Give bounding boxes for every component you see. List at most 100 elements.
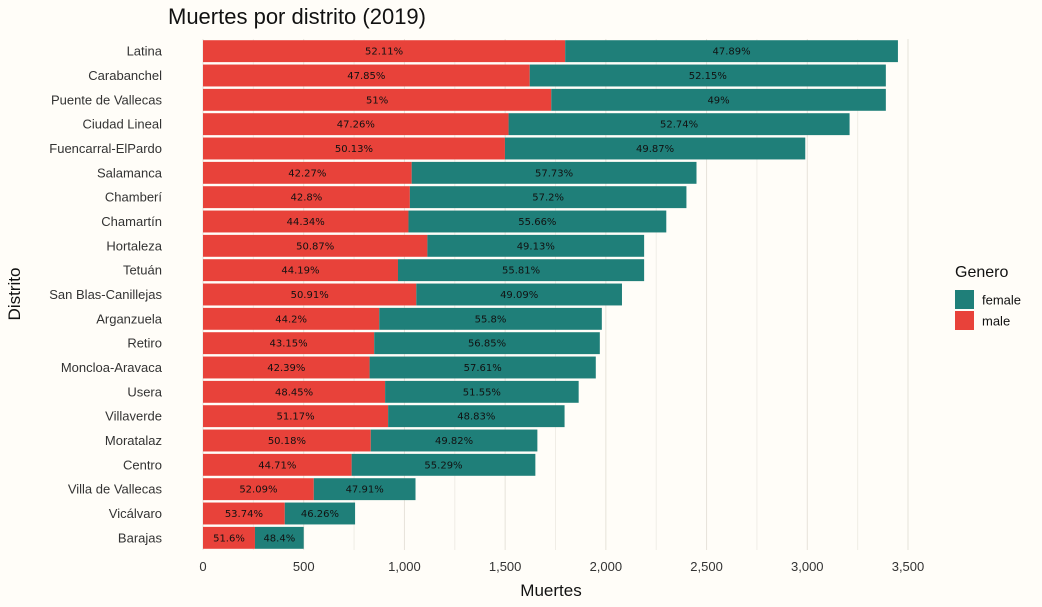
- bar-female: [529, 64, 886, 87]
- bar-female: [427, 234, 645, 257]
- category-label: San Blas-Canillejas: [49, 287, 162, 302]
- bar-female: [416, 283, 622, 306]
- category-label: Hortaleza: [106, 238, 162, 253]
- category-label: Villa de Vallecas: [68, 482, 163, 497]
- bar-label-male: 43.15%: [270, 339, 308, 350]
- bar-label-female: 52.74%: [660, 120, 698, 131]
- bar-female: [408, 210, 667, 233]
- bar-female: [313, 478, 416, 501]
- bar-label-male: 52.09%: [239, 485, 277, 496]
- bar-male: [203, 88, 552, 111]
- bar-label-male: 44.2%: [275, 314, 307, 325]
- category-label: Puente de Vallecas: [51, 92, 163, 107]
- bar-label-female: 47.91%: [346, 485, 384, 496]
- legend-title: Genero: [955, 264, 1008, 281]
- legend-swatch-male: [955, 311, 974, 330]
- bar-label-female: 49.09%: [500, 290, 538, 301]
- bar-label-female: 52.15%: [689, 71, 727, 82]
- bar-female: [385, 380, 579, 403]
- bar-female: [409, 186, 687, 209]
- bar-female: [397, 259, 645, 282]
- category-label: Salamanca: [97, 165, 163, 180]
- category-label: Centro: [123, 457, 162, 472]
- x-tick-label: 2,000: [590, 559, 623, 574]
- bar-female: [284, 502, 356, 525]
- bar-label-female: 49.82%: [435, 436, 473, 447]
- bar-male: [203, 259, 398, 282]
- x-tick-labels: 0 500 1,000 1,500 2,000 2,500 3,000 3,500: [199, 559, 924, 574]
- bar-male: [203, 283, 417, 306]
- bar-label-male: 44.34%: [287, 217, 325, 228]
- category-label: Villaverde: [105, 409, 162, 424]
- bar-label-male: 51.6%: [213, 533, 245, 544]
- bar-label-female: 51.55%: [463, 387, 501, 398]
- bar-label-male: 47.26%: [337, 120, 375, 131]
- legend-swatch-female: [955, 290, 974, 309]
- x-tick-label: 3,000: [791, 559, 824, 574]
- bar-male: [203, 64, 530, 87]
- bar-label-female: 48.83%: [457, 412, 495, 423]
- bar-female: [374, 332, 600, 355]
- bar-male: [203, 210, 409, 233]
- bar-label-female: 49%: [707, 95, 729, 106]
- bar-male: [203, 380, 386, 403]
- bar-label-male: 48.45%: [275, 387, 313, 398]
- x-axis-title: Muertes: [520, 581, 581, 600]
- category-label: Retiro: [127, 336, 162, 351]
- bar-male: [203, 502, 285, 525]
- category-label: Carabanchel: [88, 68, 162, 83]
- bar-female: [254, 526, 304, 549]
- x-tick-label: 1,500: [489, 559, 522, 574]
- bar-female: [379, 307, 602, 330]
- bar-male: [203, 526, 255, 549]
- bar-label-female: 55.81%: [502, 266, 540, 277]
- category-label: Moncloa-Aravaca: [61, 360, 163, 375]
- bar-label-female: 49.13%: [517, 241, 555, 252]
- bar-label-female: 48.4%: [263, 533, 295, 544]
- bar-male: [203, 137, 505, 160]
- bar-male: [203, 186, 410, 209]
- bar-label-female: 55.8%: [475, 314, 507, 325]
- chart-title: Muertes por distrito (2019): [168, 4, 426, 29]
- category-label: Fuencarral-ElPardo: [49, 141, 162, 156]
- bar-male: [203, 307, 380, 330]
- bar-male: [203, 478, 314, 501]
- x-tick-label: 3,500: [892, 559, 925, 574]
- bar-female: [565, 40, 898, 63]
- bar-female: [508, 113, 850, 136]
- bar-label-female: 57.73%: [535, 168, 573, 179]
- bar-label-male: 44.19%: [281, 266, 319, 277]
- bar-label-male: 50.18%: [268, 436, 306, 447]
- category-label: Chamberí: [105, 190, 162, 205]
- bar-label-male: 47.85%: [347, 71, 385, 82]
- bar-label-male: 50.91%: [291, 290, 329, 301]
- bar-label-female: 55.66%: [518, 217, 556, 228]
- category-label: Moratalaz: [105, 433, 162, 448]
- bar-label-female: 57.61%: [464, 363, 502, 374]
- bar-label-male: 42.8%: [291, 193, 323, 204]
- bar-label-female: 56.85%: [468, 339, 506, 350]
- bar-label-female: 47.89%: [712, 47, 750, 58]
- bar-female: [388, 405, 565, 428]
- x-tick-label: 0: [199, 559, 206, 574]
- category-label: Latina: [127, 44, 163, 59]
- bar-label-female: 49.87%: [636, 144, 674, 155]
- bar-female: [351, 453, 536, 476]
- bar-label-male: 51%: [366, 95, 388, 106]
- bar-label-male: 50.13%: [335, 144, 373, 155]
- category-label: Arganzuela: [96, 311, 163, 326]
- bar-label-male: 42.39%: [267, 363, 305, 374]
- percent-labels: 52.11% 47.89% 47.85% 52.15% 51% 49% 47.26% 52.7…: [213, 47, 751, 545]
- bar-label-female: 46.26%: [301, 509, 339, 520]
- category-labels: Latina Carabanchel Puente de Vallecas Ciuda…: [49, 44, 163, 546]
- bar-label-female: 55.29%: [424, 460, 462, 471]
- x-tick-label: 500: [293, 559, 315, 574]
- legend: Genero female male: [955, 264, 1021, 330]
- category-label: Ciudad Lineal: [82, 117, 162, 132]
- bar-label-male: 42.27%: [288, 168, 326, 179]
- bar-male: [203, 429, 371, 452]
- bar-label-male: 44.71%: [258, 460, 296, 471]
- bar-female: [551, 88, 886, 111]
- bar-male: [203, 40, 566, 63]
